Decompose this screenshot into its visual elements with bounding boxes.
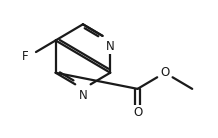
Text: N: N <box>106 40 115 53</box>
Text: F: F <box>22 50 28 63</box>
Text: O: O <box>133 106 142 119</box>
Text: N: N <box>78 89 87 102</box>
Text: O: O <box>160 66 170 79</box>
